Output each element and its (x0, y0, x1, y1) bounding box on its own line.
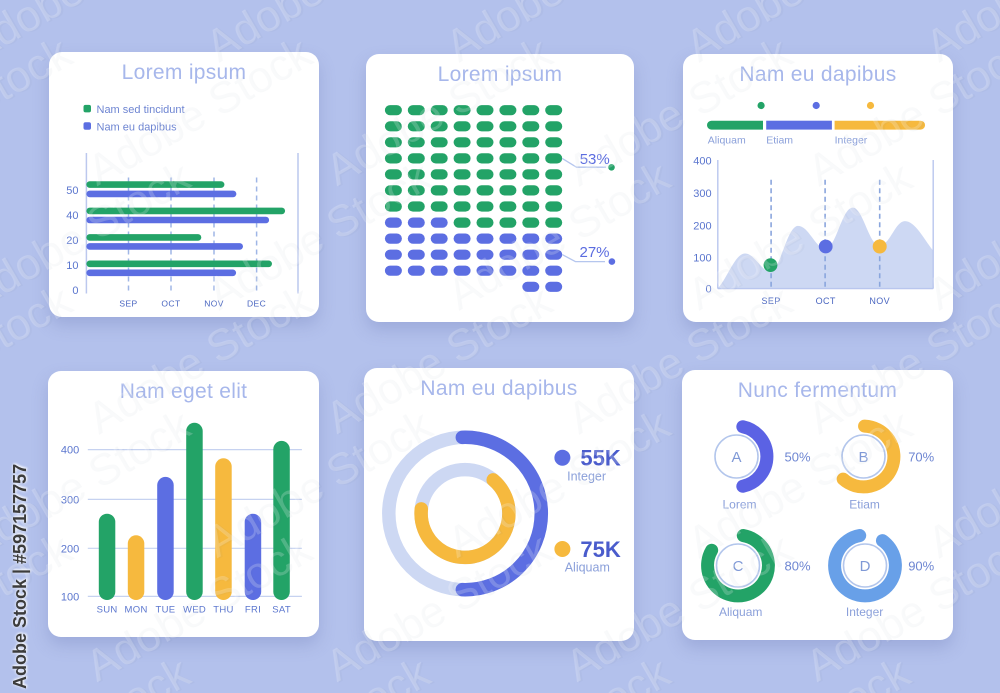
svg-text:Etiam: Etiam (849, 498, 880, 512)
svg-text:Aliquam: Aliquam (719, 605, 762, 619)
svg-text:10: 10 (66, 260, 78, 272)
svg-text:40: 40 (66, 210, 78, 222)
svg-text:100: 100 (61, 591, 79, 603)
svg-text:Adobe Stock: Adobe Stock (920, 648, 1000, 693)
svg-text:Integer: Integer (567, 470, 606, 484)
svg-text:55K: 55K (580, 446, 620, 471)
svg-text:WED: WED (183, 605, 206, 616)
svg-text:300: 300 (693, 188, 711, 200)
svg-text:SAT: SAT (272, 605, 291, 616)
svg-text:Nam sed tincidunt: Nam sed tincidunt (97, 104, 185, 116)
svg-text:C: C (733, 558, 744, 575)
svg-text:OCT: OCT (816, 296, 836, 306)
svg-text:400: 400 (61, 445, 79, 457)
svg-text:Adobe Stock: Adobe Stock (197, 647, 438, 693)
svg-text:SUN: SUN (97, 605, 118, 616)
svg-text:Nam eu dapibus: Nam eu dapibus (97, 121, 178, 133)
svg-text:SEP: SEP (119, 299, 137, 309)
svg-text:Aliquam: Aliquam (708, 135, 746, 147)
svg-text:Adobe Stock: Adobe Stock (200, 648, 441, 693)
svg-text:B: B (858, 449, 868, 466)
svg-text:50%: 50% (785, 449, 811, 464)
svg-text:400: 400 (693, 156, 711, 168)
svg-text:TUE: TUE (156, 605, 176, 616)
svg-text:Integer: Integer (846, 605, 883, 619)
svg-text:A: A (731, 449, 741, 466)
svg-text:100: 100 (693, 253, 711, 265)
svg-text:DEC: DEC (247, 299, 266, 309)
svg-text:Integer: Integer (835, 135, 868, 147)
svg-text:FRI: FRI (245, 605, 261, 616)
svg-text:70%: 70% (908, 449, 934, 464)
svg-text:NOV: NOV (869, 296, 890, 306)
svg-text:NOV: NOV (204, 299, 224, 309)
svg-text:0: 0 (705, 284, 711, 296)
svg-text:90%: 90% (908, 558, 934, 573)
svg-text:D: D (860, 558, 871, 575)
svg-text:27%: 27% (580, 244, 610, 261)
svg-text:Lorem: Lorem (722, 498, 756, 512)
svg-text:0: 0 (72, 285, 78, 297)
svg-text:Adobe Stock: Adobe Stock (680, 648, 921, 693)
svg-text:MON: MON (125, 605, 148, 616)
svg-text:OCT: OCT (161, 299, 180, 309)
svg-text:53%: 53% (580, 151, 610, 168)
svg-text:Adobe Stock: Adobe Stock (677, 647, 918, 693)
svg-text:THU: THU (213, 605, 233, 616)
svg-text:Aliquam: Aliquam (565, 561, 610, 575)
svg-text:200: 200 (693, 220, 711, 232)
svg-text:80%: 80% (785, 558, 811, 573)
svg-text:200: 200 (61, 543, 79, 555)
svg-text:20: 20 (66, 235, 78, 247)
svg-text:75K: 75K (580, 537, 620, 562)
svg-text:SEP: SEP (761, 296, 780, 306)
svg-text:Etiam: Etiam (766, 135, 793, 147)
svg-text:Adobe Stock: Adobe Stock (917, 647, 1000, 693)
svg-text:50: 50 (66, 185, 78, 197)
svg-text:300: 300 (61, 494, 79, 506)
svg-text:Adobe Stock: Adobe Stock (437, 647, 678, 693)
svg-text:Adobe Stock: Adobe Stock (440, 648, 681, 693)
